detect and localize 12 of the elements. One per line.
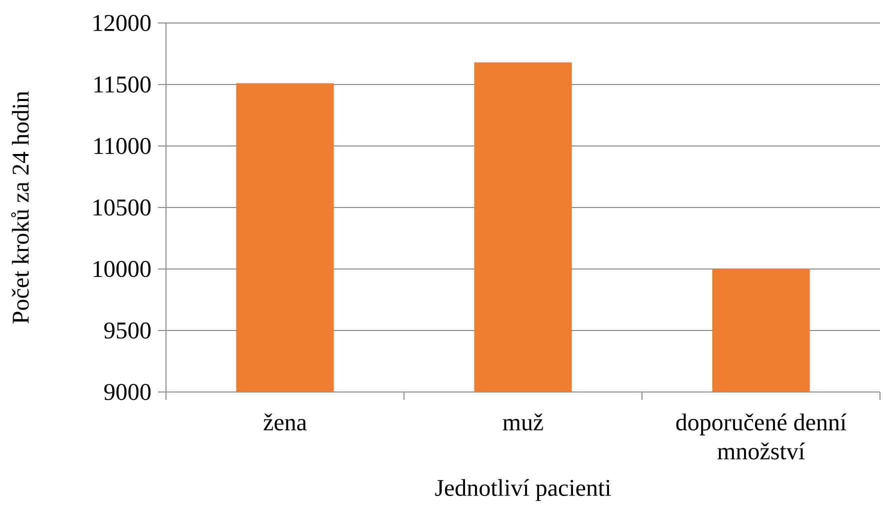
y-axis-title: Počet kroků za 24 hodin [11,91,29,324]
x-tick-label: doporučené denní množství [676,414,846,460]
y-tick-label: 10500 [94,199,151,216]
y-tick-label: 12000 [94,14,151,32]
x-axis-title: Jednotliví pacienti [435,479,611,501]
x-tick-label: žena [264,414,307,430]
y-tick-label: 9000 [104,384,151,400]
y-tick-label: 10000 [94,260,151,278]
y-tick-label: 11500 [94,76,151,93]
x-tick-label: muž [502,414,543,430]
y-tick-label: 9500 [104,322,151,339]
y-tick-label: 11000 [94,138,151,154]
